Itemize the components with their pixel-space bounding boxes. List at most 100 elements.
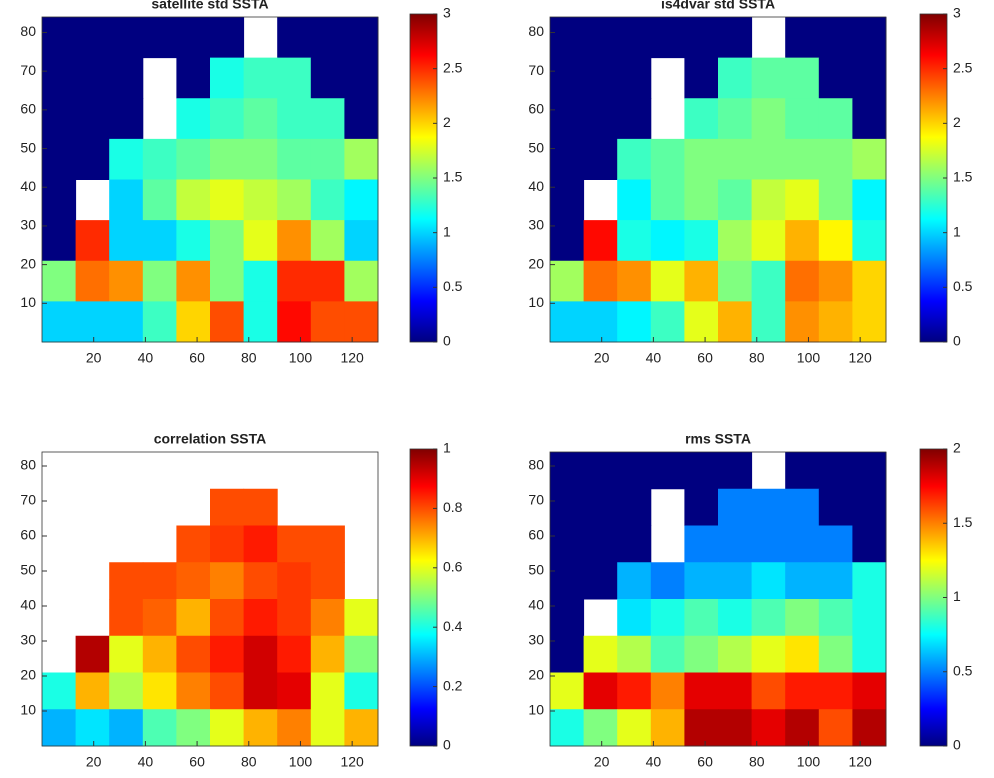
heat-cell [243, 57, 278, 99]
heat-cell [277, 562, 312, 600]
heat-cell [42, 57, 77, 99]
x-tick-label: 120 [340, 350, 364, 366]
heat-cell [277, 17, 312, 59]
x-tick-label: 20 [86, 754, 102, 770]
heat-cell [277, 635, 312, 673]
heat-cell [852, 452, 887, 490]
heat-cell [818, 260, 853, 302]
heat-cell [310, 709, 345, 747]
heat-cell [650, 672, 685, 710]
x-tick-label: 120 [848, 754, 872, 770]
heat-cell [42, 98, 77, 140]
heat-cell [550, 672, 585, 710]
heat-cell [243, 260, 278, 302]
heat-cell [176, 525, 211, 563]
heat-cell [852, 98, 887, 140]
heat-cell [583, 635, 618, 673]
heat-cell [75, 57, 110, 99]
colorbar-tick-label: 2.5 [443, 59, 463, 75]
heat-cell [550, 709, 585, 747]
heat-cell [109, 220, 144, 262]
heat-cell [718, 179, 753, 221]
heat-cell [617, 525, 652, 563]
heat-cell [852, 138, 887, 180]
heat-cell [818, 179, 853, 221]
heat-cell [42, 220, 77, 262]
colorbar-tick-label: 0 [443, 737, 451, 753]
heat-cell [243, 220, 278, 262]
heat-cell [751, 220, 786, 262]
heat-cell [583, 138, 618, 180]
heat-cell [650, 452, 685, 490]
heat-cell [550, 452, 585, 490]
heat-cell [42, 17, 77, 59]
heat-cell [684, 260, 719, 302]
heat-cell [210, 138, 245, 180]
heat-cell [42, 138, 77, 180]
heat-cell [176, 635, 211, 673]
heat-cell [75, 138, 110, 180]
panel-title: correlation SSTA [154, 431, 267, 447]
heat-cell [718, 672, 753, 710]
heat-cell [310, 17, 345, 59]
heat-cell [852, 709, 887, 747]
y-tick-label: 70 [528, 492, 544, 508]
heat-cell [818, 635, 853, 673]
heat-cell [785, 562, 820, 600]
heat-cell [684, 709, 719, 747]
heat-cell [310, 672, 345, 710]
heat-cell [852, 17, 887, 59]
y-tick-label: 60 [528, 527, 544, 543]
heat-cell [109, 599, 144, 637]
y-tick-label: 40 [528, 178, 544, 194]
heat-cell [583, 452, 618, 490]
heat-cell [818, 98, 853, 140]
heat-cell [617, 57, 652, 99]
heat-cell [142, 301, 177, 343]
x-tick-label: 100 [289, 754, 313, 770]
heat-cell [650, 709, 685, 747]
heat-cell [310, 562, 345, 600]
y-tick-label: 60 [20, 101, 36, 117]
heat-cell [243, 672, 278, 710]
y-tick-label: 20 [20, 255, 36, 271]
heat-cell [650, 138, 685, 180]
heat-cell [75, 220, 110, 262]
heat-cell [344, 260, 379, 302]
heat-cell [344, 635, 379, 673]
heat-cell [142, 562, 177, 600]
heat-cell [785, 672, 820, 710]
heat-cell [583, 301, 618, 343]
x-tick-label: 80 [749, 350, 765, 366]
heat-cell [310, 635, 345, 673]
heat-cell [617, 260, 652, 302]
x-tick-label: 60 [189, 754, 205, 770]
heat-cell [583, 488, 618, 526]
heat-cell [210, 57, 245, 99]
y-tick-label: 70 [528, 62, 544, 78]
heat-cell [818, 17, 853, 59]
heat-cell [210, 672, 245, 710]
heat-cell [718, 57, 753, 99]
heat-cell [583, 260, 618, 302]
heat-cell [785, 220, 820, 262]
x-tick-label: 20 [86, 350, 102, 366]
heat-cell [243, 525, 278, 563]
heat-cell [243, 98, 278, 140]
heat-cell [550, 488, 585, 526]
heat-cell [277, 260, 312, 302]
heat-cell [310, 98, 345, 140]
colorbar-tick-label: 0.5 [953, 278, 973, 294]
heat-cell [852, 57, 887, 99]
heat-cell [852, 220, 887, 262]
heat-cell [751, 98, 786, 140]
y-tick-label: 70 [20, 492, 36, 508]
heat-cell [277, 57, 312, 99]
heat-cell [684, 98, 719, 140]
heat-cell [550, 301, 585, 343]
heat-cell [818, 525, 853, 563]
heat-cell [277, 709, 312, 747]
y-tick-label: 30 [20, 217, 36, 233]
